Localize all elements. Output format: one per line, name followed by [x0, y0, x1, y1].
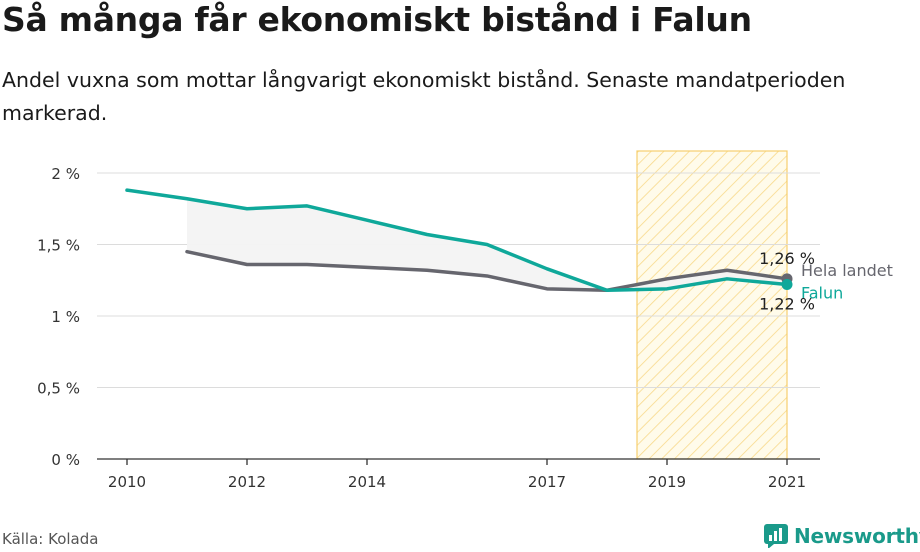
series-end-marker	[781, 279, 793, 291]
series-label: Hela landet	[801, 261, 893, 280]
series-label: Falun	[801, 284, 843, 303]
x-tick-label: 2010	[108, 473, 146, 491]
y-tick-label: 1,5 %	[37, 237, 80, 255]
brand-name: Newsworthy	[794, 524, 920, 548]
y-tick-label: 2 %	[51, 165, 80, 183]
brand-logo[interactable]: Newsworthy	[764, 520, 920, 552]
source-note: Källa: Kolada	[2, 530, 99, 548]
data-label: 1,22 %	[759, 295, 815, 314]
data-label: 1,26 %	[759, 249, 815, 268]
chart-subtitle: Andel vuxna som mottar långvarigt ekonom…	[2, 68, 846, 125]
y-tick-label: 1 %	[51, 308, 80, 326]
line-chart: 0 % 0,5 % 1 % 1,5 % 2 % 2010 2012 2014 2017 2019 2…	[37, 150, 893, 491]
y-tick-label: 0 %	[51, 451, 80, 469]
series-line	[125, 188, 789, 293]
x-tick-label: 2014	[348, 473, 386, 491]
x-tick-label: 2017	[528, 473, 566, 491]
newsworthy-logo-icon	[764, 524, 788, 548]
x-tick-label: 2012	[228, 473, 266, 491]
x-tick-label: 2019	[648, 473, 686, 491]
series-line	[185, 249, 789, 293]
y-tick-label: 0,5 %	[37, 380, 80, 398]
chart-title: Så många får ekonomiskt bistånd i Falun	[2, 0, 752, 39]
highlight-period	[636, 150, 788, 460]
x-tick-label: 2021	[768, 473, 806, 491]
